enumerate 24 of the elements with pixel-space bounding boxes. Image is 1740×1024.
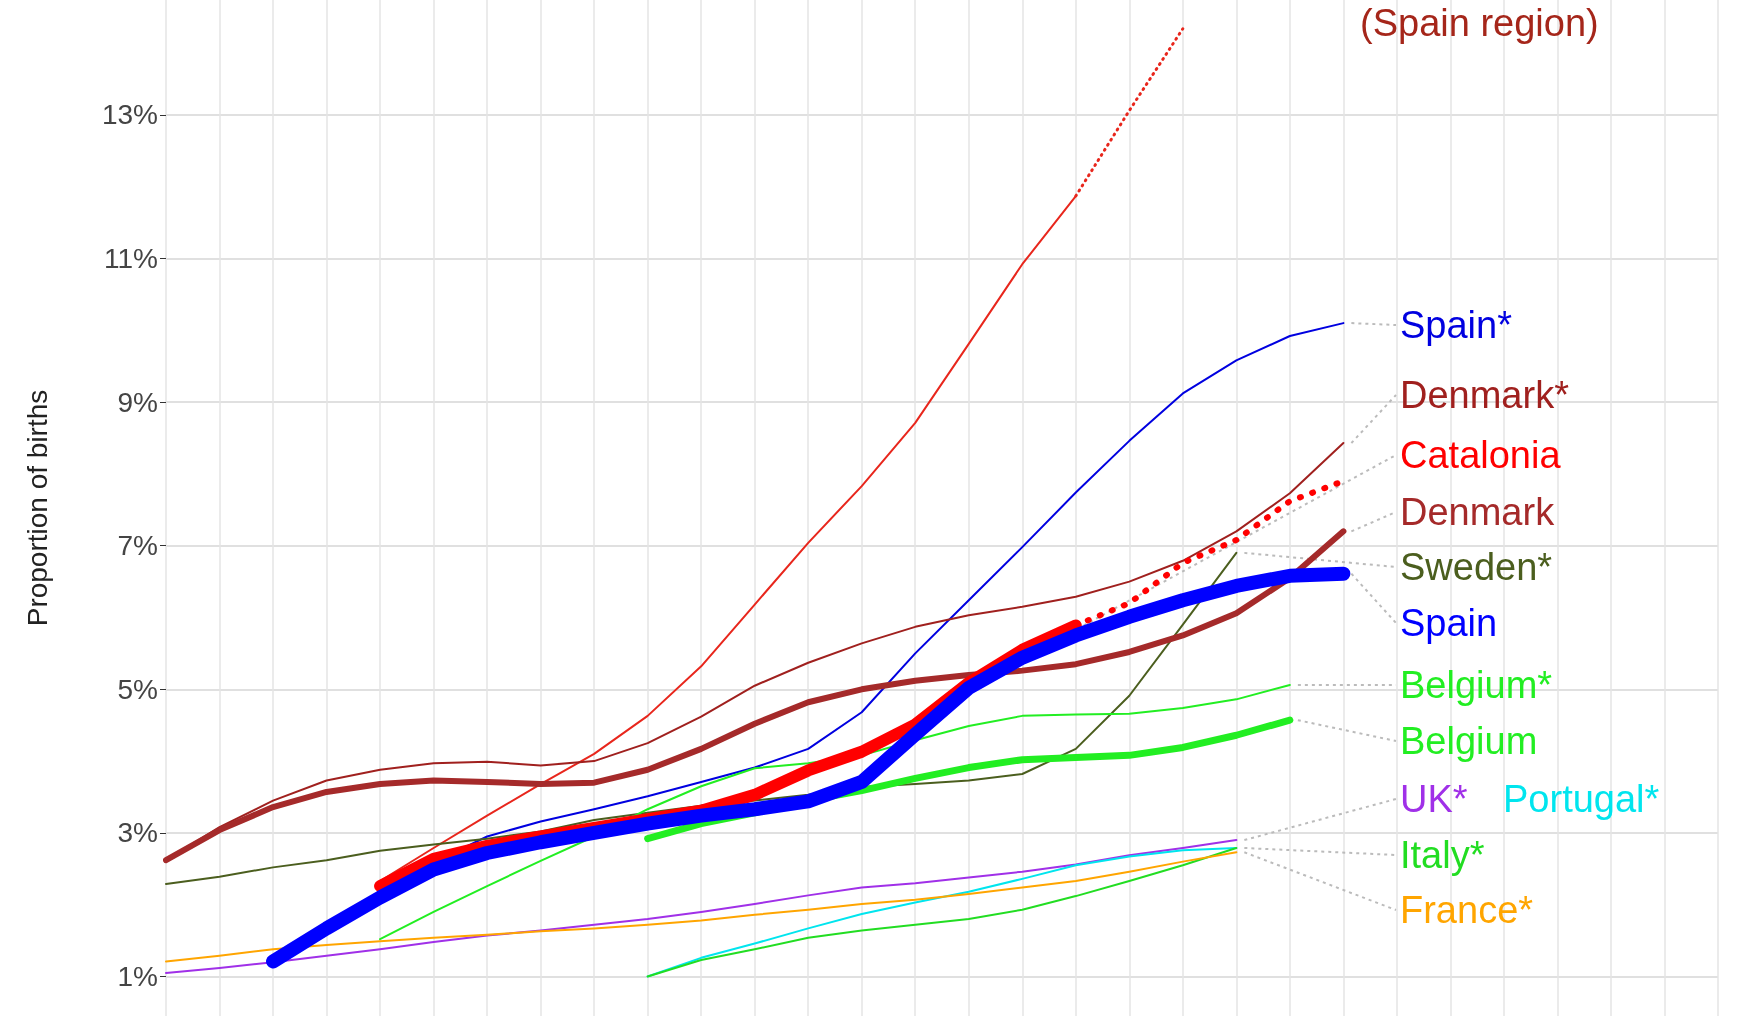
y-tick-label: 9% <box>117 386 158 418</box>
y-axis-title: Proportion of births <box>21 389 53 627</box>
line-series <box>646 846 1238 978</box>
y-tick-label: 11% <box>104 242 158 274</box>
text: Belgium <box>1400 720 1538 762</box>
text: Sweden* <box>1400 546 1553 588</box>
line-series <box>165 851 1238 963</box>
text: Italy* <box>1400 834 1485 876</box>
y-tick-label: 3% <box>117 817 158 849</box>
series-label: Denmark* <box>1400 374 1570 416</box>
y-tick-label: 13% <box>101 99 158 131</box>
text: Catalonia <box>1400 434 1562 476</box>
y-tick-label: 7% <box>117 530 158 562</box>
series-label: Spain* <box>1400 304 1513 346</box>
y-tick-label: 1% <box>117 961 158 993</box>
annotation: (Spain region) <box>1360 2 1599 44</box>
text: Portugal* <box>1503 778 1660 820</box>
text: UK* <box>1400 778 1468 820</box>
text: France* <box>1400 889 1534 931</box>
line-series <box>165 839 1238 974</box>
series-label: Denmark <box>1400 491 1556 533</box>
y-tick-label: 5% <box>117 673 158 705</box>
series-label: Spain <box>1400 602 1498 644</box>
text: Belgium* <box>1400 664 1553 706</box>
